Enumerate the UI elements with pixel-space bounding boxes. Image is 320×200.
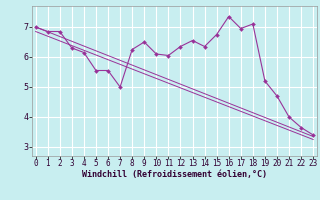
X-axis label: Windchill (Refroidissement éolien,°C): Windchill (Refroidissement éolien,°C) — [82, 170, 267, 179]
